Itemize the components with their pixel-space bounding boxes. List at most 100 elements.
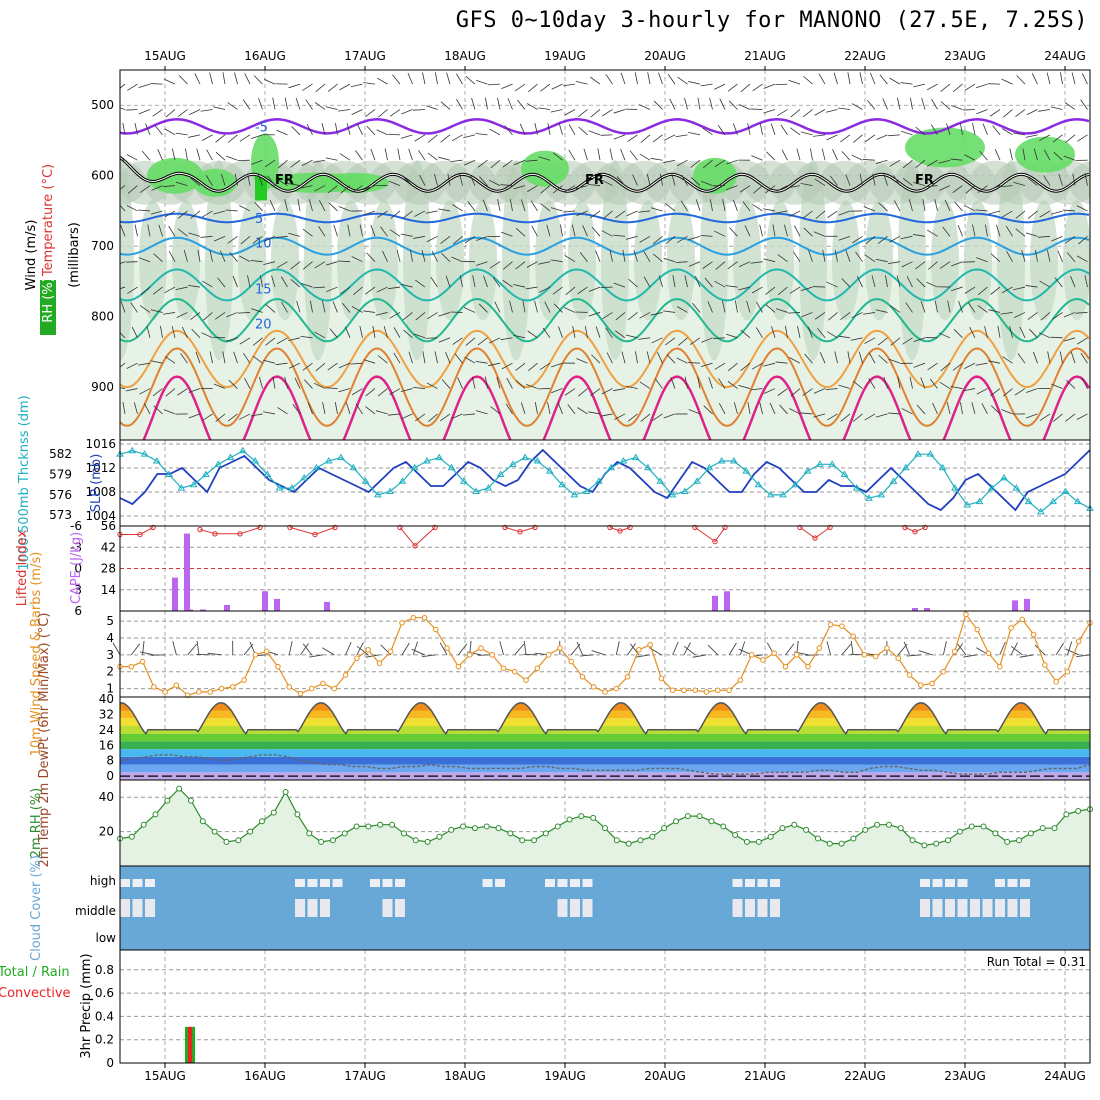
wind-barb <box>759 224 763 237</box>
wind-barb <box>259 376 263 389</box>
wind-barb <box>504 125 513 136</box>
wind-barb <box>393 352 401 364</box>
cloud-mid-block <box>320 899 330 917</box>
cloud-mid-block <box>395 899 405 917</box>
wind-barb <box>339 153 351 161</box>
wind-barb <box>605 73 613 85</box>
thickness-marker <box>803 467 812 474</box>
wind-barb <box>938 332 951 339</box>
wind-barb <box>250 413 263 417</box>
wind-speed-marker <box>376 660 383 667</box>
rh-shade-column <box>898 160 926 361</box>
wind-barb <box>652 253 663 263</box>
wind-barb <box>1031 73 1038 85</box>
wind-barb <box>459 173 463 186</box>
wind-barb <box>463 159 476 166</box>
wind-barb <box>742 201 751 212</box>
wind-barb <box>756 327 763 339</box>
wind-barb <box>212 336 226 339</box>
wind-barb <box>125 388 138 392</box>
wind-barb <box>290 261 301 270</box>
wind-speed-marker <box>500 665 507 672</box>
wind-barb <box>376 129 388 136</box>
wind-barb <box>333 224 338 237</box>
wind-barb <box>302 362 313 371</box>
wind-barb <box>647 72 651 85</box>
wind-barb <box>502 159 513 168</box>
wind-barb <box>422 351 426 364</box>
wind-barb <box>150 210 163 215</box>
thickness-marker <box>1037 507 1045 515</box>
thickness-marker <box>975 497 984 505</box>
wind-barb <box>233 351 238 364</box>
wind-barb <box>264 159 276 168</box>
wind-speed-marker <box>478 645 484 651</box>
wind-speed-marker <box>455 663 462 670</box>
wind-barb <box>160 325 163 338</box>
rh-marker <box>684 813 691 820</box>
wind-barb <box>962 109 976 111</box>
temp-tick: 0 <box>106 769 114 783</box>
wind-barb <box>389 388 401 395</box>
wind-barb <box>297 199 301 212</box>
rh-shade-column <box>337 200 365 321</box>
wind-barb <box>660 173 663 186</box>
wind-barb <box>950 386 963 389</box>
cloud-mid-block <box>732 899 743 917</box>
wind-barb <box>714 230 726 237</box>
rh-marker <box>187 797 194 804</box>
li-line <box>399 527 436 547</box>
thickness-marker <box>275 484 284 491</box>
wind-barb <box>153 253 163 262</box>
wind-barb <box>771 326 776 338</box>
wind-speed-marker <box>624 673 631 680</box>
thickness-marker <box>889 477 898 484</box>
pressure-tick: 500 <box>91 98 114 112</box>
rh-marker <box>755 838 762 845</box>
thickness-marker <box>828 460 837 467</box>
wind-barb <box>275 362 288 366</box>
wind-barb <box>827 210 838 218</box>
wind-barb <box>583 148 588 161</box>
wind-barb <box>209 249 213 262</box>
wind-barb <box>507 98 513 110</box>
bottom-day-label: 22AUG <box>844 1069 886 1083</box>
wind-speed-marker <box>748 652 755 658</box>
wind-speed-marker <box>940 668 947 675</box>
wind-barb <box>352 388 363 396</box>
wind-barb <box>1038 235 1051 238</box>
wind-barb <box>946 123 951 135</box>
wind-barb <box>697 97 701 110</box>
wind-barb <box>591 226 601 237</box>
rh-shade-peak <box>255 175 267 201</box>
surface-wind-barb <box>1067 641 1073 655</box>
wind-speed-marker <box>839 623 845 629</box>
wind-barb <box>489 128 501 136</box>
wind-speed-marker <box>241 677 247 683</box>
wind-barb <box>396 249 401 262</box>
rh-marker <box>247 828 254 835</box>
upper-temp-label: Temperature (°C) <box>41 164 56 277</box>
rh-shade-column <box>964 200 992 321</box>
wind-barb <box>663 159 676 164</box>
cloud-high-block <box>920 879 930 887</box>
wind-barb <box>401 109 413 115</box>
thickness-marker <box>1061 487 1070 494</box>
wind-barb <box>733 402 738 415</box>
surface-wind-barb <box>288 641 293 655</box>
wind-barb <box>797 325 801 338</box>
wind-barb <box>459 275 463 288</box>
thickness-marker <box>607 463 616 471</box>
wind-barb <box>139 305 151 313</box>
thickness-marker <box>312 463 321 471</box>
wind-barb <box>301 159 313 166</box>
wind-barb <box>550 259 563 263</box>
surface-wind-barb <box>942 641 947 655</box>
wind-barb <box>584 325 588 338</box>
wind-speed-marker <box>590 684 597 690</box>
wind-barb <box>497 199 501 212</box>
wind-barb <box>152 109 163 117</box>
wind-barb <box>952 362 963 371</box>
wind-barb <box>1001 210 1013 218</box>
wind-barb <box>325 157 338 161</box>
